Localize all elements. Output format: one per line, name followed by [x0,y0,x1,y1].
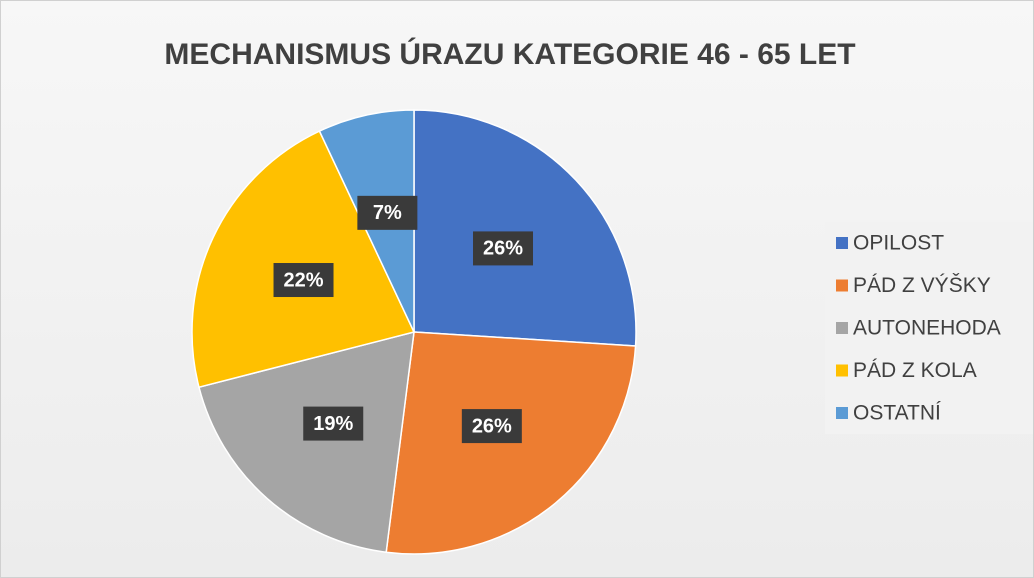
data-label: 26% [483,238,523,260]
legend-swatch [836,237,848,249]
data-label: 7% [373,202,402,224]
legend-label: OSTATNÍ [853,402,941,425]
legend-label: PÁD Z KOLA [853,359,977,382]
data-label-box [273,263,334,298]
legend-label: PÁD Z VÝŠKY [853,274,991,297]
legend-swatch [836,407,848,419]
pie-slice [191,130,416,389]
data-label-box [357,195,418,230]
data-label: 26% [472,415,512,437]
legend-label: OPILOST [853,232,944,255]
data-label-box [303,406,364,441]
data-label: 19% [313,413,353,435]
pie-slice [198,330,415,554]
legend-label: AUTONEHODA [853,317,1001,340]
data-label: 22% [284,269,324,291]
pie-slice [413,109,637,347]
legend-box [825,222,1033,434]
legend-swatch [836,364,848,377]
data-label-box [461,409,522,444]
data-label-box [473,231,534,266]
legend-swatch [836,279,848,292]
chart-title: MECHANISMUS ÚRAZU KATEGORIE 46 - 65 LET [164,37,855,71]
legend-swatch [836,322,848,334]
